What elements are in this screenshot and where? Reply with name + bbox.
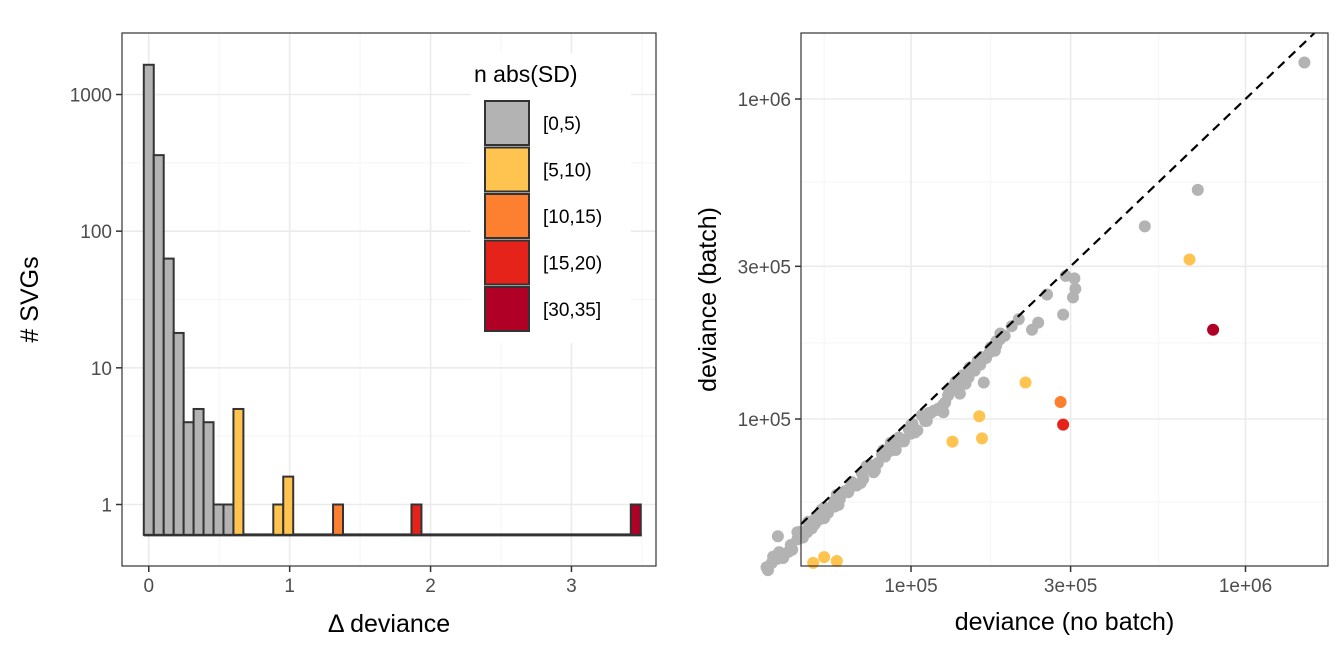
histogram-x-ticks: 0 1 2 3 xyxy=(143,566,577,597)
scatter-point xyxy=(1012,313,1025,326)
scatter-x-ticks: 1e+05 3e+05 1e+06 xyxy=(884,566,1272,597)
histogram-x-tick-label: 1 xyxy=(284,576,295,597)
scatter-panel-border xyxy=(800,32,1329,567)
scatter-point xyxy=(975,432,988,445)
histogram-bar xyxy=(162,257,175,536)
histogram-x-axis-title: Δ deviance xyxy=(328,610,450,638)
scatter-point xyxy=(937,406,950,419)
legend-entries: [0,5) [5,10) [10,15) [15,20) [30,35] xyxy=(484,100,602,332)
scatter-panel: 1e+05 3e+05 1e+06 1e+05 3e+05 1e+06 deviance… xyxy=(694,32,1329,636)
legend-label: [10,15) xyxy=(543,207,602,228)
scatter-point xyxy=(973,410,986,423)
histogram-legend: n abs(SD) [0,5) [5,10) [10,15) [15,20) [30,3… xyxy=(471,53,631,343)
scatter-point xyxy=(807,556,820,569)
scatter-point xyxy=(1057,418,1070,431)
scatter-point xyxy=(1138,220,1151,233)
scatter-point xyxy=(771,530,784,543)
legend-swatch xyxy=(484,100,530,146)
histogram-bar xyxy=(202,421,215,536)
scatter-y-axis-title: deviance (batch) xyxy=(694,207,722,392)
legend-label: [30,35] xyxy=(543,300,601,321)
scatter-x-tick-label: 1e+05 xyxy=(884,576,937,597)
scatter-x-tick-label: 1e+06 xyxy=(1219,576,1272,597)
scatter-point xyxy=(1298,56,1311,69)
legend-swatch xyxy=(484,146,530,193)
histogram-bar xyxy=(282,475,295,536)
scatter-point xyxy=(1019,376,1032,389)
scatter-gridlines xyxy=(801,33,1328,566)
scatter-point xyxy=(897,435,910,448)
scatter-y-tick-label: 1e+06 xyxy=(738,90,791,111)
histogram-bar xyxy=(410,503,423,536)
legend-title: n abs(SD) xyxy=(474,61,578,87)
histogram-x-tick-label: 0 xyxy=(143,576,154,597)
histogram-bars xyxy=(142,63,642,537)
scatter-point xyxy=(868,464,881,477)
histogram-bar xyxy=(142,63,155,536)
histogram-panel: n abs(SD) [0,5) [5,10) [10,15) [15,20) [30,3… xyxy=(16,32,657,638)
legend-swatch xyxy=(484,286,530,332)
scatter-point xyxy=(1057,308,1070,321)
histogram-bar xyxy=(182,421,195,536)
histogram-y-ticks: 1 10 100 1000 xyxy=(70,86,122,517)
scatter-points xyxy=(760,56,1311,577)
scatter-point xyxy=(1054,396,1067,409)
legend-label: [15,20) xyxy=(543,254,602,275)
scatter-point xyxy=(1068,272,1081,285)
legend-swatch xyxy=(484,239,530,286)
histogram-y-axis-title: # SVGs xyxy=(16,256,44,342)
histogram-bar xyxy=(152,154,165,536)
scatter-point xyxy=(1191,183,1204,196)
scatter-y-tick-label: 1e+05 xyxy=(738,410,791,431)
histogram-bar xyxy=(629,503,642,536)
histogram-x-tick-label: 3 xyxy=(566,576,577,597)
scatter-point xyxy=(857,472,870,485)
histogram-panel-border xyxy=(121,32,657,567)
scatter-point xyxy=(1207,323,1220,336)
legend-label: [0,5) xyxy=(543,114,581,135)
histogram-bar xyxy=(272,503,285,536)
scatter-point xyxy=(1183,253,1196,266)
scatter-point xyxy=(1066,291,1079,304)
scatter-point xyxy=(889,444,902,457)
histogram-y-tick-label: 10 xyxy=(91,359,112,380)
histogram-bar xyxy=(222,503,235,536)
scatter-y-tick-label: 3e+05 xyxy=(738,257,791,278)
scatter-point xyxy=(830,554,843,567)
histogram-x-tick-label: 2 xyxy=(425,576,436,597)
legend-label: [5,10) xyxy=(543,161,592,182)
histogram-bar xyxy=(232,407,245,536)
histogram-bar xyxy=(172,331,185,536)
scatter-x-axis-title: deviance (no batch) xyxy=(955,608,1175,636)
scatter-point xyxy=(977,376,990,389)
scatter-point xyxy=(953,387,966,400)
scatter-point xyxy=(905,427,917,440)
scatter-point xyxy=(918,413,931,425)
histogram-y-tick-label: 1000 xyxy=(70,86,112,107)
legend-swatch xyxy=(484,193,530,239)
scatter-point xyxy=(1040,288,1053,301)
histogram-bar xyxy=(332,503,345,536)
scatter-point xyxy=(946,435,959,448)
scatter-point xyxy=(820,503,833,516)
scatter-point xyxy=(818,551,831,564)
histogram-y-tick-label: 100 xyxy=(80,222,112,243)
scatter-x-tick-label: 3e+05 xyxy=(1044,576,1097,597)
scatter-point xyxy=(786,543,799,556)
histogram-bar xyxy=(212,503,225,536)
scatter-y-ticks: 1e+05 3e+05 1e+06 xyxy=(738,90,801,431)
histogram-bar xyxy=(192,407,205,536)
histogram-y-tick-label: 1 xyxy=(101,496,112,517)
identity-reference-line xyxy=(800,32,1316,526)
scatter-point xyxy=(1032,316,1045,329)
